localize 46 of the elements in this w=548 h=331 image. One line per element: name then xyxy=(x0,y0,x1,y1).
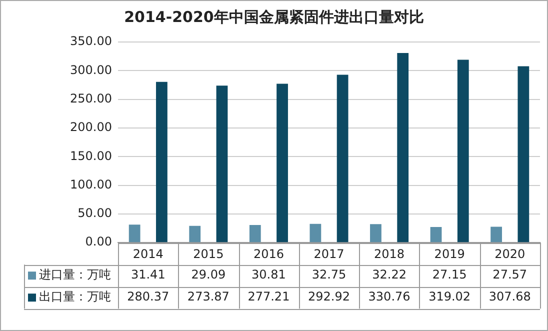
x-tick-label: 2020 xyxy=(494,246,526,261)
x-tick-label: 2016 xyxy=(253,246,284,261)
legend-label: 出口量：万吨 xyxy=(39,290,111,304)
y-tick-label: 150.00 xyxy=(70,148,112,163)
bar xyxy=(518,66,530,242)
y-tick-label: 300.00 xyxy=(70,62,112,77)
data-label: 277.21 xyxy=(248,290,290,304)
y-tick-label: 200.00 xyxy=(70,120,112,134)
bar xyxy=(156,82,168,242)
chart-title: 2014-2020年中国金属紧固件进出口量对比 xyxy=(123,8,425,27)
y-tick-label: 100.00 xyxy=(70,177,112,192)
bar xyxy=(276,84,288,242)
bar xyxy=(430,227,442,242)
data-label: 32.22 xyxy=(372,268,406,282)
data-label: 27.57 xyxy=(492,268,528,282)
y-tick-label: 0.00 xyxy=(85,234,112,249)
bar xyxy=(189,226,201,242)
data-label: 292.92 xyxy=(308,290,350,304)
data-label: 31.41 xyxy=(130,268,166,282)
y-tick-label: 250.00 xyxy=(70,91,112,106)
data-label: 32.75 xyxy=(312,268,346,282)
data-label: 330.76 xyxy=(368,290,410,304)
bar xyxy=(397,53,409,242)
bar xyxy=(249,224,261,242)
bar xyxy=(216,86,228,242)
x-tick-label: 2019 xyxy=(434,246,465,261)
data-label: 30.81 xyxy=(252,268,286,282)
legend-label: 进口量：万吨 xyxy=(39,268,111,282)
data-label: 319.02 xyxy=(428,290,471,304)
x-tick-label: 2018 xyxy=(374,246,405,261)
data-label: 307.68 xyxy=(488,290,531,304)
bar xyxy=(128,224,140,242)
bar xyxy=(370,224,382,242)
bar xyxy=(336,74,348,242)
y-tick-label: 50.00 xyxy=(78,206,112,220)
x-tick-label: 2014 xyxy=(132,246,164,261)
bar xyxy=(490,226,502,242)
data-label: 27.15 xyxy=(432,268,467,282)
data-label: 280.37 xyxy=(127,290,170,304)
data-label: 29.09 xyxy=(191,268,226,282)
bar xyxy=(310,224,322,242)
y-tick-label: 350.00 xyxy=(70,34,112,48)
bar xyxy=(457,60,469,242)
x-tick-label: 2015 xyxy=(193,246,224,261)
data-label: 273.87 xyxy=(187,290,230,304)
x-tick-label: 2017 xyxy=(314,246,344,261)
